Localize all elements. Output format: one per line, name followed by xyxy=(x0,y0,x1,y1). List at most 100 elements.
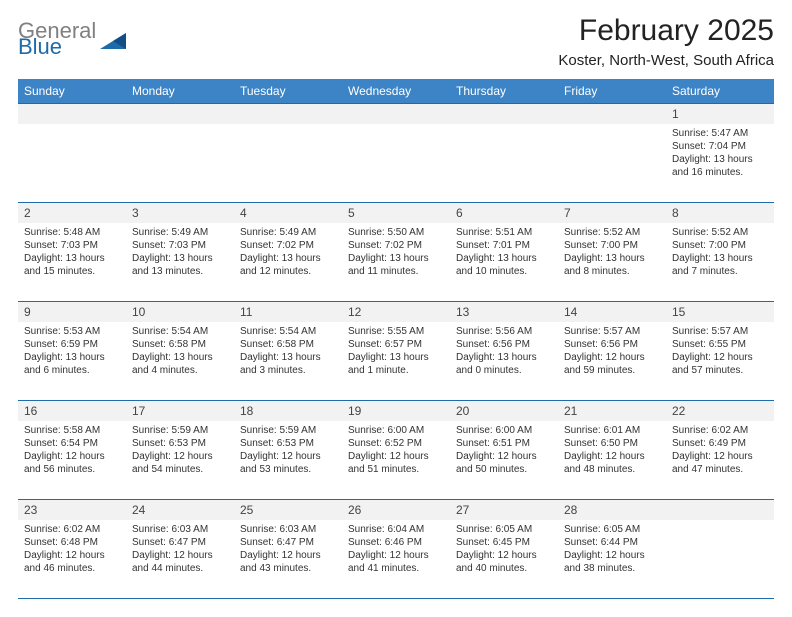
sunrise-text: Sunrise: 5:51 AM xyxy=(456,226,552,239)
daylight-text-2: and 59 minutes. xyxy=(564,364,660,377)
sunrise-text: Sunrise: 5:52 AM xyxy=(564,226,660,239)
daylight-text-2: and 15 minutes. xyxy=(24,265,120,278)
day-cell xyxy=(450,124,558,202)
day-number-row: 1 xyxy=(18,103,774,124)
day-number: 21 xyxy=(558,401,666,421)
day-number-row: 2345678 xyxy=(18,203,774,223)
daylight-text-2: and 51 minutes. xyxy=(348,463,444,476)
daylight-text-2: and 3 minutes. xyxy=(240,364,336,377)
daylight-text-1: Daylight: 13 hours xyxy=(132,252,228,265)
day-cell: Sunrise: 5:48 AMSunset: 7:03 PMDaylight:… xyxy=(18,223,126,301)
day-cell: Sunrise: 6:02 AMSunset: 6:49 PMDaylight:… xyxy=(666,421,774,499)
day-cell: Sunrise: 5:52 AMSunset: 7:00 PMDaylight:… xyxy=(558,223,666,301)
daylight-text-1: Daylight: 12 hours xyxy=(240,549,336,562)
daylight-text-2: and 50 minutes. xyxy=(456,463,552,476)
day-cell: Sunrise: 6:03 AMSunset: 6:47 PMDaylight:… xyxy=(234,520,342,598)
day-number: 20 xyxy=(450,401,558,421)
sunrise-text: Sunrise: 6:05 AM xyxy=(564,523,660,536)
weekday-header-row: Sunday Monday Tuesday Wednesday Thursday… xyxy=(18,79,774,103)
day-number: 10 xyxy=(126,302,234,322)
day-cell: Sunrise: 5:53 AMSunset: 6:59 PMDaylight:… xyxy=(18,322,126,400)
daylight-text-2: and 12 minutes. xyxy=(240,265,336,278)
day-cell xyxy=(666,520,774,598)
day-number: 13 xyxy=(450,302,558,322)
daylight-text-2: and 56 minutes. xyxy=(24,463,120,476)
daylight-text-2: and 16 minutes. xyxy=(672,166,768,179)
day-number: 7 xyxy=(558,203,666,223)
sunrise-text: Sunrise: 6:00 AM xyxy=(456,424,552,437)
daylight-text-1: Daylight: 13 hours xyxy=(456,351,552,364)
sunset-text: Sunset: 6:59 PM xyxy=(24,338,120,351)
daylight-text-2: and 4 minutes. xyxy=(132,364,228,377)
day-number: 5 xyxy=(342,203,450,223)
day-number-row: 9101112131415 xyxy=(18,302,774,322)
day-cell: Sunrise: 6:04 AMSunset: 6:46 PMDaylight:… xyxy=(342,520,450,598)
sunset-text: Sunset: 6:51 PM xyxy=(456,437,552,450)
day-number: 15 xyxy=(666,302,774,322)
sunrise-text: Sunrise: 6:02 AM xyxy=(24,523,120,536)
sunset-text: Sunset: 6:58 PM xyxy=(240,338,336,351)
day-cell: Sunrise: 5:49 AMSunset: 7:03 PMDaylight:… xyxy=(126,223,234,301)
sunrise-text: Sunrise: 6:01 AM xyxy=(564,424,660,437)
daylight-text-1: Daylight: 12 hours xyxy=(564,549,660,562)
day-number xyxy=(558,104,666,124)
day-number: 14 xyxy=(558,302,666,322)
weekday-header: Tuesday xyxy=(234,79,342,103)
sunrise-text: Sunrise: 5:58 AM xyxy=(24,424,120,437)
daylight-text-1: Daylight: 12 hours xyxy=(132,450,228,463)
day-cell: Sunrise: 6:02 AMSunset: 6:48 PMDaylight:… xyxy=(18,520,126,598)
sunset-text: Sunset: 6:48 PM xyxy=(24,536,120,549)
sunset-text: Sunset: 6:45 PM xyxy=(456,536,552,549)
location-text: Koster, North-West, South Africa xyxy=(558,52,774,69)
daylight-text-2: and 40 minutes. xyxy=(456,562,552,575)
daylight-text-2: and 57 minutes. xyxy=(672,364,768,377)
day-cell: Sunrise: 5:54 AMSunset: 6:58 PMDaylight:… xyxy=(234,322,342,400)
day-number xyxy=(450,104,558,124)
daylight-text-2: and 0 minutes. xyxy=(456,364,552,377)
day-cell: Sunrise: 5:56 AMSunset: 6:56 PMDaylight:… xyxy=(450,322,558,400)
sunset-text: Sunset: 6:56 PM xyxy=(564,338,660,351)
weeks-container: 1Sunrise: 5:47 AMSunset: 7:04 PMDaylight… xyxy=(18,103,774,599)
sunset-text: Sunset: 6:53 PM xyxy=(132,437,228,450)
title-block: February 2025 Koster, North-West, South … xyxy=(558,14,774,69)
daylight-text-2: and 38 minutes. xyxy=(564,562,660,575)
sunrise-text: Sunrise: 5:52 AM xyxy=(672,226,768,239)
day-number: 12 xyxy=(342,302,450,322)
sunset-text: Sunset: 7:00 PM xyxy=(672,239,768,252)
day-cell xyxy=(342,124,450,202)
sunset-text: Sunset: 6:47 PM xyxy=(240,536,336,549)
day-cell: Sunrise: 6:01 AMSunset: 6:50 PMDaylight:… xyxy=(558,421,666,499)
week-row: Sunrise: 5:53 AMSunset: 6:59 PMDaylight:… xyxy=(18,322,774,401)
logo-text: General Blue xyxy=(18,20,96,58)
sunset-text: Sunset: 7:01 PM xyxy=(456,239,552,252)
daylight-text-2: and 8 minutes. xyxy=(564,265,660,278)
sunset-text: Sunset: 6:50 PM xyxy=(564,437,660,450)
daylight-text-1: Daylight: 12 hours xyxy=(24,549,120,562)
daylight-text-1: Daylight: 13 hours xyxy=(672,153,768,166)
daylight-text-2: and 43 minutes. xyxy=(240,562,336,575)
day-cell: Sunrise: 6:00 AMSunset: 6:52 PMDaylight:… xyxy=(342,421,450,499)
daylight-text-1: Daylight: 13 hours xyxy=(240,351,336,364)
daylight-text-2: and 7 minutes. xyxy=(672,265,768,278)
day-cell xyxy=(234,124,342,202)
day-number xyxy=(126,104,234,124)
day-cell: Sunrise: 5:55 AMSunset: 6:57 PMDaylight:… xyxy=(342,322,450,400)
calendar-grid: Sunday Monday Tuesday Wednesday Thursday… xyxy=(18,79,774,599)
day-cell: Sunrise: 5:47 AMSunset: 7:04 PMDaylight:… xyxy=(666,124,774,202)
day-number xyxy=(234,104,342,124)
daylight-text-2: and 13 minutes. xyxy=(132,265,228,278)
day-cell: Sunrise: 5:50 AMSunset: 7:02 PMDaylight:… xyxy=(342,223,450,301)
sunrise-text: Sunrise: 6:05 AM xyxy=(456,523,552,536)
sunrise-text: Sunrise: 6:00 AM xyxy=(348,424,444,437)
daylight-text-1: Daylight: 13 hours xyxy=(24,351,120,364)
sunrise-text: Sunrise: 5:54 AM xyxy=(240,325,336,338)
daylight-text-1: Daylight: 12 hours xyxy=(672,450,768,463)
daylight-text-2: and 6 minutes. xyxy=(24,364,120,377)
daylight-text-2: and 1 minute. xyxy=(348,364,444,377)
daylight-text-1: Daylight: 13 hours xyxy=(456,252,552,265)
week-row: Sunrise: 5:48 AMSunset: 7:03 PMDaylight:… xyxy=(18,223,774,302)
sunset-text: Sunset: 6:47 PM xyxy=(132,536,228,549)
day-number: 26 xyxy=(342,500,450,520)
daylight-text-1: Daylight: 13 hours xyxy=(132,351,228,364)
day-cell: Sunrise: 5:54 AMSunset: 6:58 PMDaylight:… xyxy=(126,322,234,400)
